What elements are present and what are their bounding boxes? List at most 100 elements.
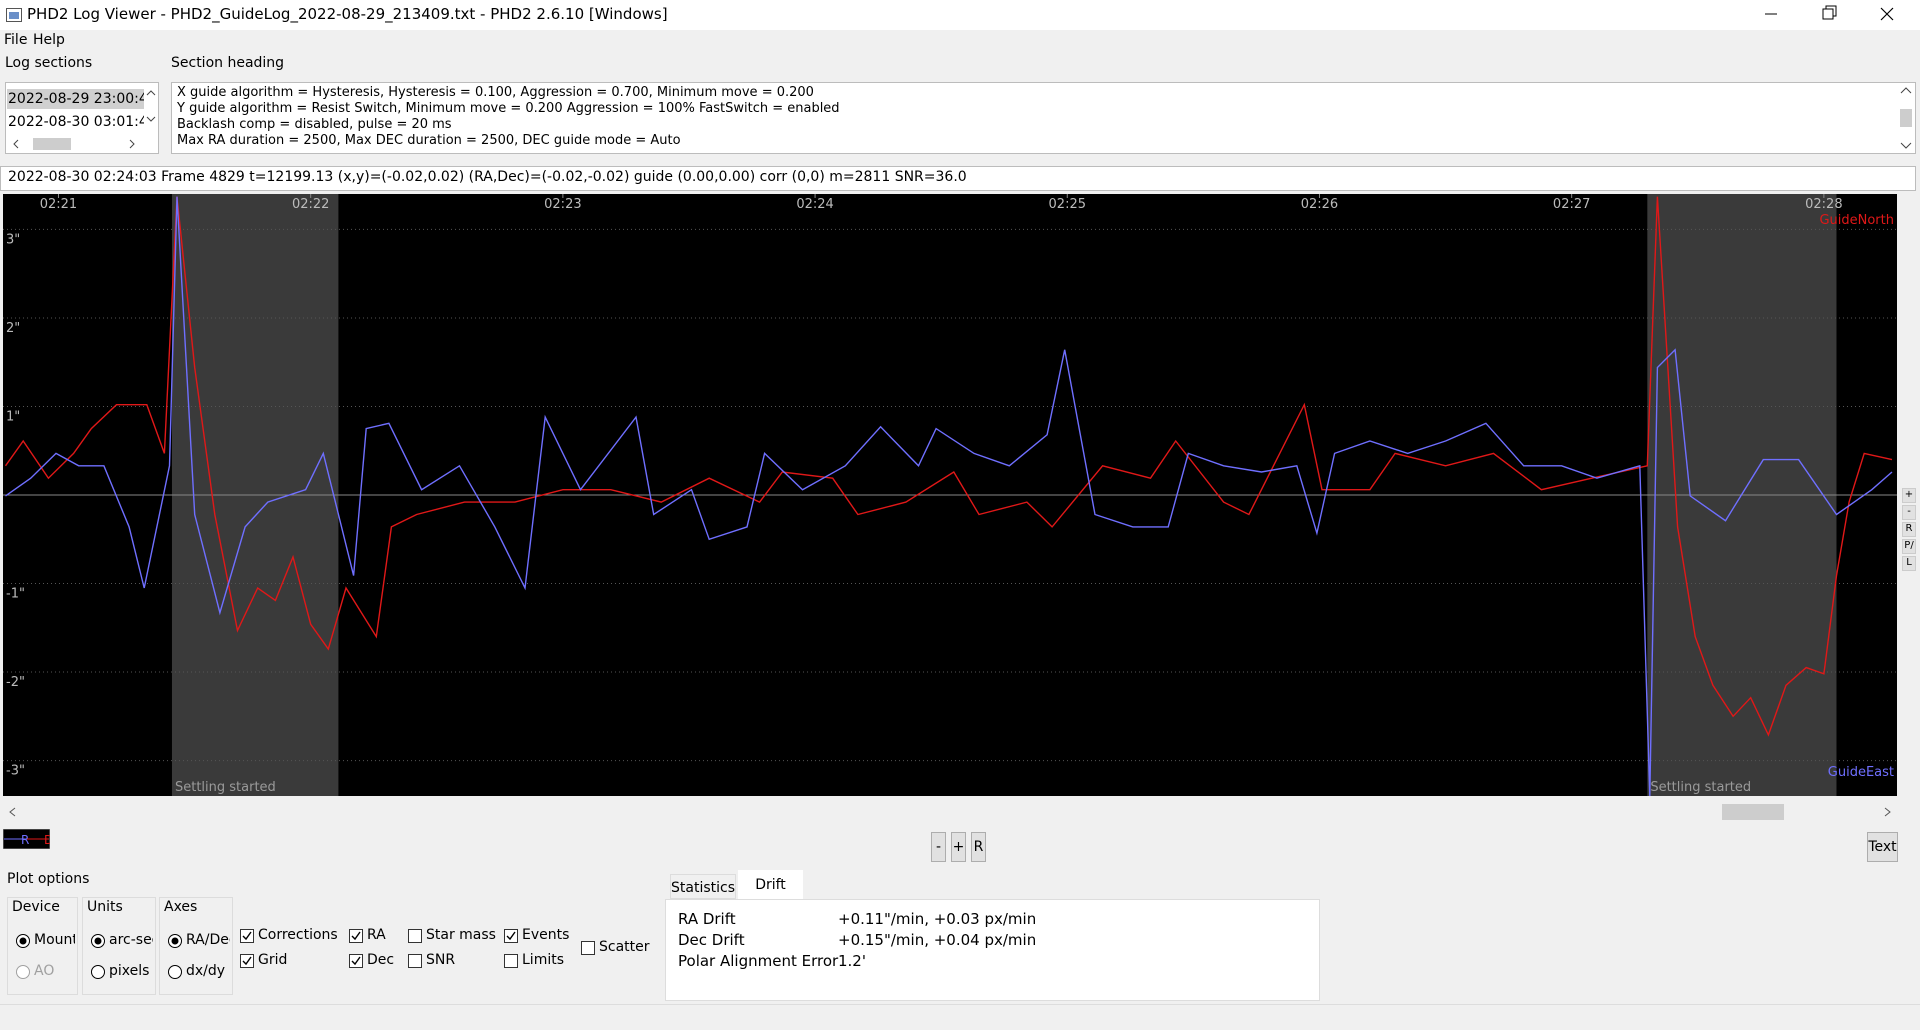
checkmark — [242, 956, 252, 966]
checkbox-label[interactable]: Corrections — [258, 927, 338, 943]
group-label: Units — [87, 899, 123, 915]
radio[interactable] — [90, 964, 106, 980]
menu-item[interactable]: Help — [33, 32, 65, 48]
side-button[interactable]: - — [1902, 505, 1916, 520]
x-tick-label: 02:21 — [40, 197, 77, 212]
checkbox[interactable] — [239, 928, 255, 944]
x-tick-label: 02:22 — [292, 197, 329, 212]
plot-scrollbar[interactable] — [3, 802, 1897, 822]
guide-plot[interactable]: Settling started Settling started 3" 2" 1" -1… — [3, 194, 1897, 796]
group-label: Device — [12, 899, 60, 915]
radio[interactable] — [15, 964, 31, 980]
checkbox[interactable] — [503, 953, 519, 969]
radio-dot — [19, 937, 27, 945]
list-hscroll[interactable] — [6, 135, 158, 153]
group-label: Axes — [164, 899, 198, 915]
radio-dot — [94, 937, 102, 945]
region-label: Settling started — [1650, 780, 1751, 795]
radio-ring — [91, 965, 105, 979]
series-line — [5, 196, 1893, 796]
checkmark — [506, 931, 516, 941]
radio[interactable] — [167, 964, 183, 980]
menu-item[interactable]: File — [4, 32, 28, 48]
side-button[interactable]: + — [1902, 488, 1916, 503]
checkbox-label[interactable]: RA — [367, 927, 386, 943]
drift-value: 1.2' — [838, 952, 866, 970]
checkbox-box — [240, 954, 254, 968]
checkbox[interactable] — [407, 928, 423, 944]
zoom-button[interactable]: + — [951, 832, 966, 862]
checkbox[interactable] — [407, 953, 423, 969]
drift-value: +0.11"/min, +0.03 px/min — [838, 910, 1037, 928]
radio-label[interactable]: pixels — [109, 963, 150, 979]
window-controls[interactable] — [1750, 0, 1920, 30]
checkbox-label[interactable]: SNR — [426, 952, 456, 968]
checkmark — [242, 931, 252, 941]
side-button[interactable]: L — [1902, 556, 1916, 571]
checkbox-label[interactable]: Limits — [522, 952, 564, 968]
side-button[interactable]: P/ — [1902, 539, 1916, 554]
radio-label[interactable]: RA/Dec — [186, 932, 230, 948]
y-tick-label: -2" — [6, 675, 25, 690]
checkbox[interactable] — [503, 928, 519, 944]
side-button[interactable]: R — [1902, 522, 1916, 537]
legend-label: R — [21, 833, 29, 847]
checkbox-box — [504, 954, 518, 968]
checkbox-label[interactable]: Events — [522, 927, 570, 943]
app-icon — [6, 8, 22, 22]
radio-dot — [171, 937, 179, 945]
checkmark — [351, 956, 361, 966]
x-tick-label: 02:28 — [1805, 197, 1842, 212]
zoom-button[interactable]: - — [931, 832, 946, 862]
radio-label[interactable]: dx/dy — [186, 963, 226, 979]
legend-box — [3, 829, 50, 849]
radio[interactable] — [167, 933, 183, 949]
x-tick-label: 02:25 — [1049, 197, 1086, 212]
series-line — [4, 196, 1893, 737]
checkbox[interactable] — [239, 953, 255, 969]
corner-label-east: GuideEast — [1828, 765, 1894, 780]
checkbox[interactable] — [580, 940, 596, 956]
log-section-item[interactable]: 2022-08-30 03:01:42 — [8, 114, 144, 130]
drift-value: +0.15"/min, +0.04 px/min — [838, 931, 1037, 949]
drift-label: RA Drift — [678, 910, 736, 928]
checkbox-box — [504, 929, 518, 943]
text-button[interactable]: Text — [1867, 832, 1898, 862]
radio[interactable] — [90, 933, 106, 949]
radio-label[interactable]: AO — [34, 963, 55, 979]
list-scroll[interactable] — [144, 83, 158, 133]
checkbox-box — [349, 954, 363, 968]
y-tick-label: -1" — [6, 587, 25, 602]
checkbox[interactable] — [348, 953, 364, 969]
y-tick-label: 2" — [6, 321, 20, 336]
heading-scroll[interactable] — [1897, 83, 1915, 153]
radio-ring — [16, 965, 30, 979]
checkbox-label[interactable]: Dec — [367, 952, 395, 968]
checkbox-box — [408, 954, 422, 968]
checkbox-label[interactable]: Scatter — [599, 939, 650, 955]
log-sections-list[interactable]: 2022-08-29 23:00:44 2022-08-30 03:01:42 — [5, 82, 159, 154]
x-tick-label: 02:24 — [796, 197, 833, 212]
radio-label[interactable]: Mount — [34, 932, 75, 948]
log-section-item[interactable]: 2022-08-29 23:00:44 — [7, 89, 144, 109]
checkbox-label[interactable]: Star mass — [426, 927, 496, 943]
heading-line: X guide algorithm = Hysteresis, Hysteres… — [177, 85, 814, 100]
zoom-button[interactable]: R — [971, 832, 986, 862]
log-sections-label: Log sections — [5, 55, 93, 71]
status-line: 2022-08-30 02:24:03 Frame 4829 t=12199.1… — [0, 166, 1916, 191]
drift-label: Dec Drift — [678, 931, 745, 949]
title-bar — [0, 0, 1920, 30]
checkmark — [351, 931, 361, 941]
y-tick-label: 1" — [6, 409, 20, 424]
radio-ring — [168, 965, 182, 979]
heading-line: Backlash comp = disabled, pulse = 20 ms — [177, 117, 452, 132]
tab[interactable]: Statistics — [670, 874, 736, 899]
checkbox-label[interactable]: Grid — [258, 952, 288, 968]
tab[interactable]: Drift — [738, 870, 803, 900]
radio[interactable] — [15, 933, 31, 949]
option-group — [82, 897, 156, 995]
checkbox[interactable] — [348, 928, 364, 944]
heading-line: Y guide algorithm = Resist Switch, Minim… — [177, 101, 840, 116]
radio-label[interactable]: arc-sec — [109, 932, 153, 948]
